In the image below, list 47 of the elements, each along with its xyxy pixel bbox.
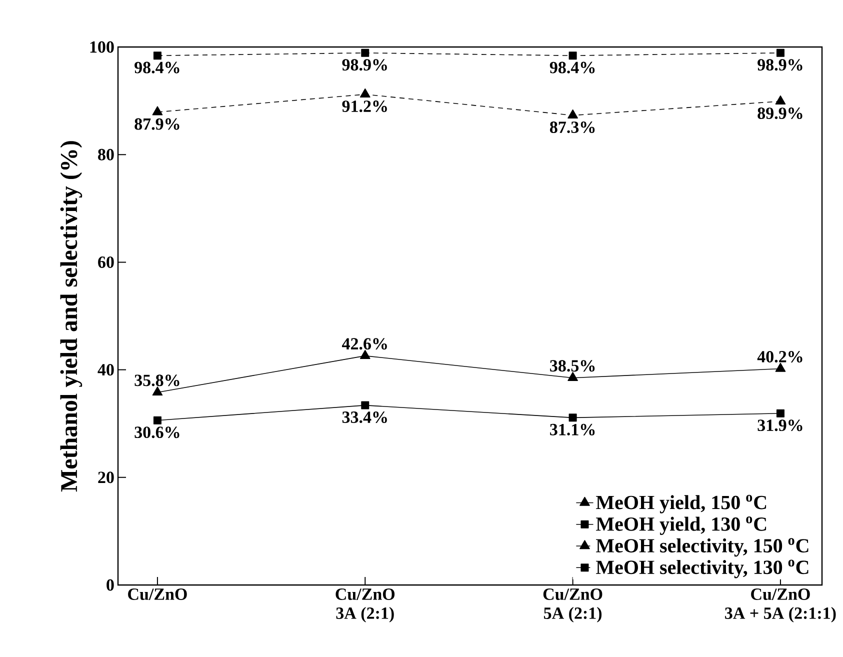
point: [775, 95, 786, 104]
point: [361, 401, 370, 410]
legend-label: MeOH selectivity, 130 $^{o}$C: [596, 560, 808, 578]
point: [153, 416, 162, 424]
data-label: 31.1%: [550, 424, 595, 436]
point: [775, 362, 786, 372]
x-tick-label: Cu/ZnO 3A (2:1): [336, 588, 395, 622]
y-tick-label: 60: [98, 256, 114, 268]
point: [361, 48, 370, 57]
y-axis-title: Methanol yield and selectivity (%): [60, 141, 82, 492]
legend-label: MeOH yield, 150 $^{o}$C: [596, 494, 766, 514]
data-label: 91.2%: [342, 100, 387, 112]
point: [153, 52, 162, 60]
y-tick-label: 40: [98, 364, 114, 376]
data-label: 98.9%: [342, 59, 387, 71]
data-label: 87.3%: [550, 122, 595, 134]
data-label: 98.4%: [550, 62, 595, 74]
data-label: 89.9%: [758, 108, 802, 120]
x-tick-label: Cu/ZnO 5A (2:1): [543, 588, 602, 622]
data-label: 42.6%: [342, 338, 387, 350]
x-tick-label: Cu/ZnO: [128, 588, 187, 600]
point: [568, 372, 578, 382]
point: [776, 48, 784, 57]
point: [568, 52, 577, 60]
y-tick-label: 100: [90, 41, 114, 53]
point: [360, 88, 370, 98]
data-label: 40.2%: [757, 350, 802, 363]
point: [776, 409, 784, 418]
data-label: 35.8%: [134, 374, 180, 386]
legend-label: MeOH selectivity, 150 $^{o}$C: [596, 538, 808, 557]
data-label: 98.4%: [134, 62, 180, 74]
y-tick-label: 80: [98, 148, 114, 160]
x-tick-label: Cu/ZnO 3A + 5A (2:1:1): [725, 588, 836, 622]
point: [568, 414, 577, 422]
data-label: 98.9%: [758, 59, 802, 71]
point: [568, 109, 578, 118]
data-label: 30.6%: [134, 426, 180, 438]
y-tick-label: 0: [106, 579, 114, 591]
legend-label: MeOH yield, 130 $^{o}$C: [596, 516, 766, 535]
point: [360, 350, 370, 359]
data-label: 33.4%: [342, 412, 387, 424]
data-label: 31.9%: [758, 420, 802, 432]
y-tick-label: 20: [98, 472, 114, 484]
data-label: 38.5%: [550, 360, 595, 372]
point: [152, 106, 163, 116]
data-label: 87.9%: [134, 118, 180, 130]
point: [152, 386, 163, 396]
